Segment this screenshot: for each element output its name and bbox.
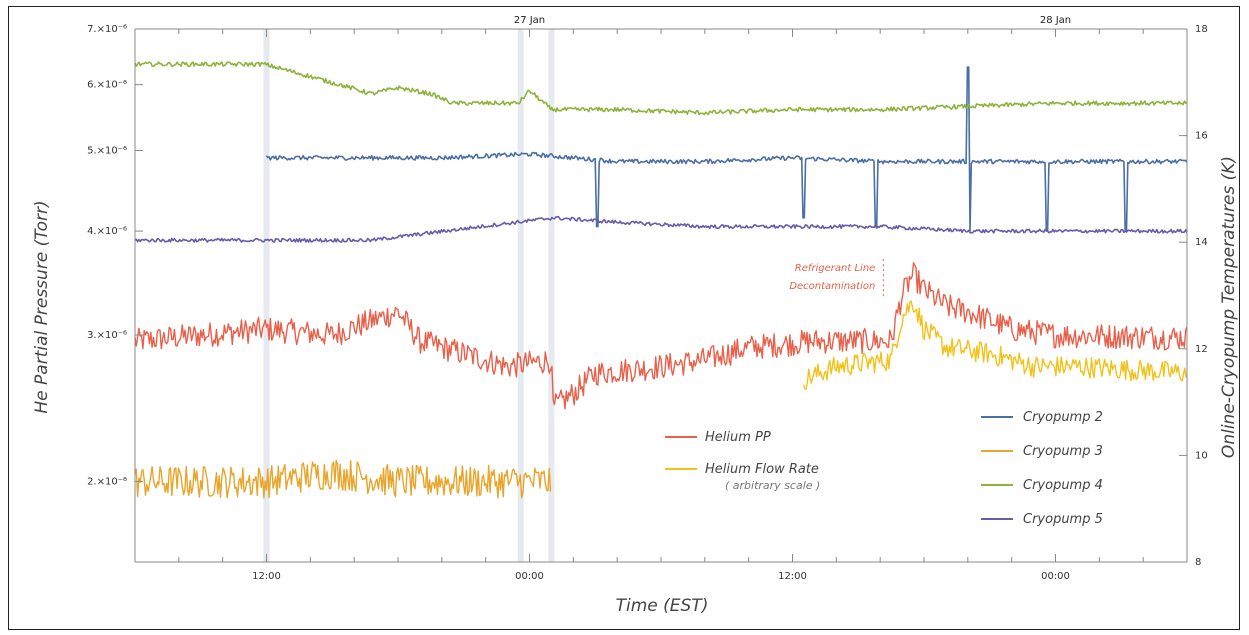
x-axis-title: Time (EST) bbox=[616, 596, 709, 616]
series-layer bbox=[134, 61, 1188, 499]
series-cryopump-3 bbox=[134, 459, 552, 499]
left-tick-label-3: 5.×10⁻⁶ bbox=[87, 146, 127, 157]
series-helium-pp bbox=[134, 262, 1188, 410]
series-cryopump-2 bbox=[265, 66, 1188, 232]
series-helium-flow-rate bbox=[802, 300, 1187, 390]
legend-right-label-0: Cryopump 2 bbox=[1023, 410, 1103, 425]
legend: Helium PP Helium Flow Rate ( arbitrary sca… bbox=[665, 410, 1103, 527]
right-tick-label-1: 10 bbox=[1195, 450, 1208, 461]
series-cryopump-4 bbox=[134, 61, 1188, 116]
left-tick-label-2: 4.×10⁻⁶ bbox=[87, 226, 127, 237]
right-tick-label-2: 12 bbox=[1195, 344, 1208, 355]
x-tick-label-3: 00:00 bbox=[1041, 571, 1070, 582]
left-tick-label-5: 7.×10⁻⁶ bbox=[87, 24, 127, 35]
right-tick-label-4: 16 bbox=[1195, 131, 1208, 142]
left-tick-label-1: 3.×10⁻⁶ bbox=[87, 330, 127, 341]
annotation-line-1: Decontamination bbox=[789, 281, 875, 292]
x-tick-label-0: 12:00 bbox=[252, 571, 281, 582]
legend-label-1: Helium Flow Rate bbox=[705, 462, 819, 477]
left-tick-label-4: 6.×10⁻⁶ bbox=[87, 80, 127, 91]
legend-right-label-2: Cryopump 4 bbox=[1023, 478, 1103, 493]
legend-sublabel-1: ( arbitrary scale ) bbox=[725, 479, 820, 492]
date-label-1: 28 Jan bbox=[1040, 15, 1071, 26]
legend-right-label-3: Cryopump 5 bbox=[1023, 512, 1103, 527]
legend-label-0: Helium PP bbox=[705, 430, 771, 445]
date-label-0: 27 Jan bbox=[514, 15, 545, 26]
annotation: Refrigerant Line Decontamination bbox=[789, 259, 884, 300]
right-axis-title: Online-Cryopump Temperatures (K) bbox=[1219, 156, 1239, 458]
annotation-line-0: Refrigerant Line bbox=[795, 263, 876, 274]
right-tick-label-0: 8 bbox=[1195, 557, 1201, 568]
legend-right-label-1: Cryopump 3 bbox=[1023, 444, 1103, 459]
axes: 12:00 00:00 12:00 00:00 27 Jan 28 Jan 2.×10⁻⁶ 3… bbox=[87, 15, 1208, 582]
right-tick-label-5: 18 bbox=[1195, 24, 1208, 35]
figure-frame: 12:00 00:00 12:00 00:00 27 Jan 28 Jan 2.×10⁻⁶ 3… bbox=[8, 6, 1240, 630]
series-cryopump-5 bbox=[134, 215, 1188, 243]
chart: 12:00 00:00 12:00 00:00 27 Jan 28 Jan 2.×10⁻⁶ 3… bbox=[32, 15, 1239, 616]
right-tick-label-3: 14 bbox=[1195, 237, 1208, 248]
vertical-marker-2 bbox=[548, 29, 555, 562]
left-axis-title: He Partial Pressure (Torr) bbox=[32, 200, 52, 413]
vertical-marker-1 bbox=[517, 29, 524, 562]
x-tick-label-2: 12:00 bbox=[778, 571, 807, 582]
x-tick-label-1: 00:00 bbox=[515, 571, 544, 582]
left-tick-label-0: 2.×10⁻⁶ bbox=[87, 476, 127, 487]
vertical-markers bbox=[263, 29, 555, 562]
vertical-marker-0 bbox=[263, 29, 270, 562]
